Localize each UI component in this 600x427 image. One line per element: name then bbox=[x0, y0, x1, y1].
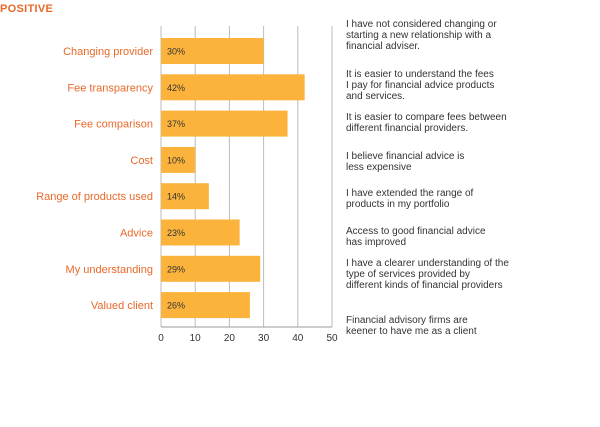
description-line: financial adviser. bbox=[346, 41, 420, 52]
description-line: I have not considered changing or bbox=[346, 19, 497, 30]
description-text: I have a clearer understanding of the typ… bbox=[346, 258, 518, 291]
category-label: Range of products used bbox=[36, 191, 153, 203]
description-text: It is easier to compare fees between diff… bbox=[346, 112, 518, 134]
category-label: Cost bbox=[130, 155, 153, 167]
description-line: less expensive bbox=[346, 162, 412, 173]
description-line: different kinds of financial providers bbox=[346, 280, 503, 291]
chart-heading: POSITIVE bbox=[0, 3, 54, 15]
category-label: Advice bbox=[120, 228, 153, 240]
description-line: I have extended the range of bbox=[346, 188, 474, 199]
description-text: I have extended the range of products in … bbox=[346, 188, 518, 210]
category-label: Fee transparency bbox=[67, 82, 153, 94]
category-label: Valued client bbox=[91, 300, 153, 312]
description-text: Access to good financial advice has impro… bbox=[346, 226, 518, 248]
description-text: I have not considered changing or startin… bbox=[346, 19, 518, 52]
value-label: 10% bbox=[167, 155, 185, 165]
description-line: It is easier to understand the fees bbox=[346, 69, 494, 80]
value-label: 26% bbox=[167, 301, 185, 311]
value-label: 37% bbox=[167, 119, 185, 129]
x-tick-label: 20 bbox=[224, 333, 236, 344]
description-text: It is easier to understand the fees I pay… bbox=[346, 69, 518, 102]
x-tick-label: 0 bbox=[158, 333, 164, 344]
description-text: Financial advisory firms are keener to ha… bbox=[346, 315, 518, 337]
description-text: I believe financial advice is less expens… bbox=[346, 151, 518, 173]
description-line: has improved bbox=[346, 237, 407, 248]
bar bbox=[161, 292, 250, 319]
description-line: Financial advisory firms are bbox=[346, 315, 468, 326]
x-tick-label: 40 bbox=[292, 333, 304, 344]
category-label: My understanding bbox=[66, 264, 153, 276]
description-line: different financial providers. bbox=[346, 123, 469, 134]
x-tick-label: 30 bbox=[258, 333, 270, 344]
bar bbox=[161, 146, 196, 173]
description-line: Access to good financial advice bbox=[346, 226, 486, 237]
bar bbox=[161, 74, 305, 101]
bar bbox=[161, 110, 288, 137]
description-line: starting a new relationship with a bbox=[346, 30, 492, 41]
value-label: 29% bbox=[167, 264, 185, 274]
x-tick-label: 10 bbox=[190, 333, 202, 344]
value-label: 14% bbox=[167, 192, 185, 202]
description-line: keener to have me as a client bbox=[346, 326, 477, 337]
description-line: and services. bbox=[346, 91, 405, 102]
description-line: products in my portfolio bbox=[346, 199, 450, 210]
bar bbox=[161, 255, 261, 282]
description-line: I pay for financial advice products bbox=[346, 80, 495, 91]
bar bbox=[161, 219, 240, 246]
category-label: Changing provider bbox=[63, 46, 153, 58]
description-line: It is easier to compare fees between bbox=[346, 112, 507, 123]
bar bbox=[161, 38, 264, 64]
x-tick-label: 50 bbox=[326, 333, 338, 344]
value-label: 30% bbox=[167, 47, 185, 57]
description-line: I believe financial advice is bbox=[346, 151, 465, 162]
value-label: 23% bbox=[167, 228, 185, 238]
category-label: Fee comparison bbox=[74, 119, 153, 131]
description-line: type of services provided by bbox=[346, 269, 470, 280]
value-label: 42% bbox=[167, 83, 185, 93]
bar bbox=[161, 183, 209, 210]
description-line: I have a clearer understanding of the bbox=[346, 258, 509, 269]
